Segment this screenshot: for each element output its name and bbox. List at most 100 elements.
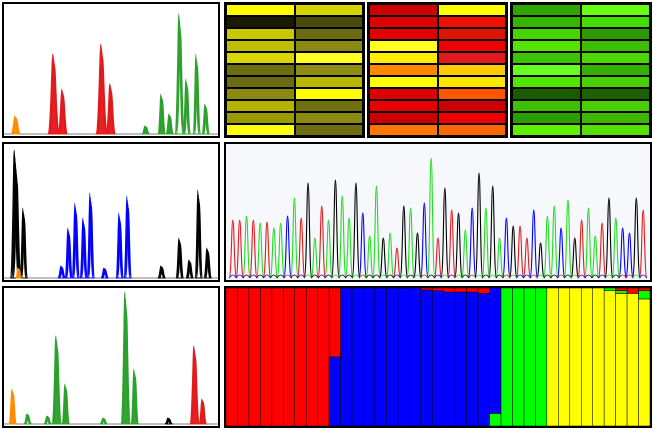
chromatogram-peak [570, 237, 580, 279]
structure-bar-plot-panel [224, 286, 652, 428]
panel-b-peak [116, 219, 124, 279]
panel-a-peak [184, 86, 192, 135]
heatmap-red-cell [438, 65, 505, 75]
panel-b-peak [12, 175, 22, 279]
chromatogram-noise [406, 274, 415, 279]
chromatogram-peak [378, 237, 388, 279]
chromatogram-noise [605, 274, 613, 279]
structure-bar-segment [374, 288, 387, 426]
panel-c-peak [23, 413, 31, 425]
chromatogram-noise [447, 274, 456, 279]
chromatogram-noise [639, 274, 647, 279]
electropherogram-c [4, 291, 218, 425]
heatmap-green-cell [513, 5, 580, 15]
chromatogram-peak [310, 237, 320, 279]
heatmap-green-cell [513, 53, 580, 63]
panel-b-peak [87, 201, 95, 279]
structure-bar-segment [546, 288, 559, 426]
chromatogram-peak [385, 232, 395, 279]
heatmap-red-cell [438, 125, 505, 135]
structure-bar-segment [466, 291, 479, 426]
heatmap-red-cell [370, 77, 437, 87]
chromatogram-peak [317, 205, 327, 279]
chromatogram-peak [549, 205, 559, 279]
chromatogram-peak [399, 205, 409, 279]
panel-a-peak [49, 65, 61, 135]
panel-b-peak [59, 267, 66, 279]
chromatogram-peak [262, 221, 272, 279]
chromatogram-noise [461, 274, 470, 279]
chromatogram-noise [324, 274, 333, 279]
panel-a-peak [143, 126, 150, 135]
panel-b-peak [115, 215, 123, 279]
panel-b-peak [176, 241, 184, 279]
structure-bar-segment [638, 288, 650, 292]
panel-b-peak [57, 265, 65, 279]
panel-a-peak [174, 19, 184, 135]
heatmap-yellow-cell [227, 17, 294, 27]
panel-b-peak [65, 232, 73, 279]
heatmap-green-cell [582, 17, 649, 27]
structure-bar-segment [363, 288, 376, 426]
chromatogram-noise [270, 274, 278, 279]
panel-b-peak [204, 250, 212, 279]
chromatogram-peak [242, 215, 251, 279]
heatmap-red-cell [438, 41, 505, 51]
electropherogram-b [4, 149, 218, 279]
heatmap-green-cell [513, 125, 580, 135]
panel-a-peak [176, 31, 186, 135]
chromatogram-peak [372, 185, 381, 279]
chromatogram-peak [440, 187, 450, 279]
panel-a-peak [167, 116, 175, 135]
heatmap-green-cell [582, 5, 649, 15]
chromatogram-noise [625, 274, 634, 279]
structure-bar-segment [535, 288, 548, 426]
panel-c-peak [45, 416, 52, 425]
chromatogram-peak [604, 197, 614, 279]
heatmap-yellow-cell [295, 53, 362, 63]
panel-c-peak [44, 416, 52, 425]
panel-b-peak [101, 268, 108, 279]
chromatogram-peak [618, 227, 627, 279]
panel-b-peak [20, 214, 28, 279]
chromatogram-noise [475, 274, 483, 279]
chromatogram-peak [508, 225, 518, 279]
structure-bar-segment [558, 288, 571, 426]
chromatogram-peak [481, 207, 491, 279]
chromatogram-peak [303, 182, 313, 279]
heatmap-yellow-cell [295, 41, 362, 51]
heatmap-green-cell [513, 41, 580, 51]
chromatogram-peak [420, 202, 429, 279]
panel-b-peak [101, 268, 109, 279]
panel-b-peak [100, 267, 108, 279]
structure-bar-segment [489, 413, 502, 426]
panel-b-peak [10, 162, 20, 279]
chromatogram-peak [433, 237, 443, 279]
panel-b-peak [123, 199, 131, 279]
structure-bar-segment [305, 288, 318, 426]
heatmap-green-cell [513, 65, 580, 75]
heatmap-yellow-cell [227, 5, 294, 15]
panel-b-peak [205, 252, 213, 279]
panel-b-peak [86, 196, 94, 279]
heatmap-yellow-cell [295, 17, 362, 27]
heatmap-green-cell [582, 77, 649, 87]
structure-bar-plot [226, 288, 650, 426]
panel-a-peak [183, 84, 191, 135]
panel-c-peak [53, 348, 63, 425]
panel-a-peak [107, 91, 117, 135]
panel-c-peak [99, 417, 106, 425]
structure-bar-segment [626, 293, 639, 426]
heatmap-green-cell [582, 65, 649, 75]
chromatogram-noise [400, 274, 408, 279]
heatmap-green-cell [513, 113, 580, 123]
chromatogram-peak [461, 229, 470, 279]
chromatogram-peak [625, 232, 634, 279]
chromatogram-peak [255, 222, 265, 279]
chromatogram-noise [379, 274, 388, 279]
structure-bar-segment [477, 293, 490, 426]
panel-c-peak [132, 376, 140, 425]
heatmap-red-cell [438, 5, 505, 15]
heatmap-green-cell [513, 89, 580, 99]
chromatogram-peak [584, 207, 593, 279]
